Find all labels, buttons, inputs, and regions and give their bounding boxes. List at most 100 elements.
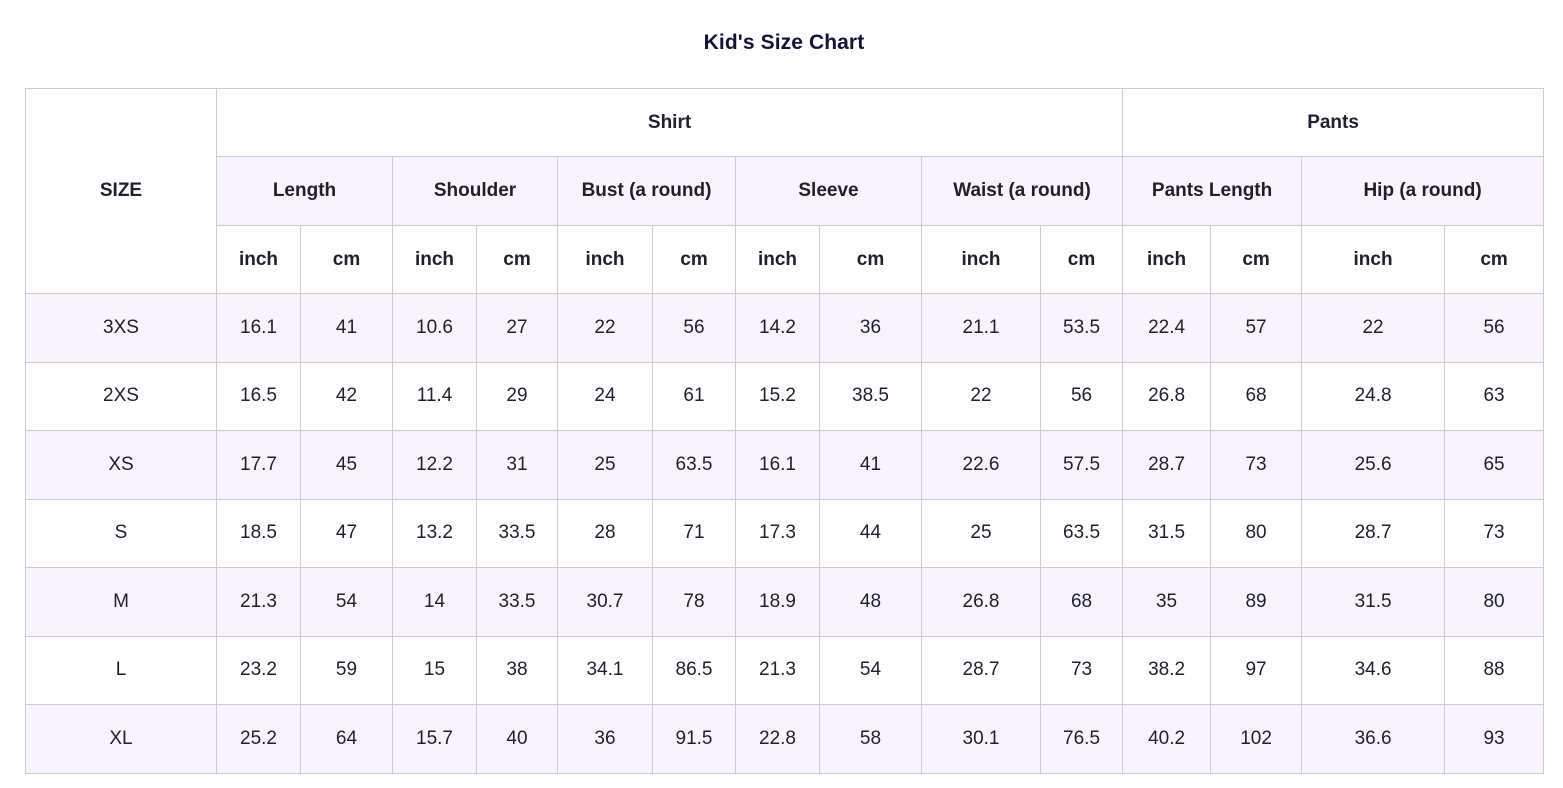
unit-header-row: inch cm inch cm inch cm inch cm inch cm … — [26, 225, 1545, 294]
measurement-cell: 17.3 — [735, 498, 820, 568]
measurement-cell: 15.7 — [392, 704, 477, 774]
measurement-cell: 12.2 — [392, 430, 477, 500]
measurement-cell: 61 — [652, 361, 736, 431]
measurement-cell: 80 — [1444, 567, 1545, 637]
measurement-cell: 15.2 — [735, 361, 820, 431]
measurement-cell: 78 — [652, 567, 736, 637]
measurement-cell: 54 — [819, 635, 922, 705]
measurement-cell: 29 — [476, 361, 558, 431]
unit-header: inch — [1301, 225, 1446, 294]
measurement-cell: 56 — [1444, 293, 1545, 363]
unit-header: cm — [1210, 225, 1303, 294]
size-chart-table: SIZE Shirt Pants Length Shoulder Bust (a… — [25, 88, 1545, 774]
size-cell: XS — [25, 430, 217, 500]
unit-header: inch — [921, 225, 1041, 294]
measurement-cell: 24.8 — [1301, 361, 1446, 431]
measurement-cell: 35 — [1122, 567, 1212, 637]
measurement-cell: 54 — [300, 567, 393, 637]
measurement-cell: 31.5 — [1122, 498, 1212, 568]
measurement-cell: 89 — [1210, 567, 1303, 637]
measurement-cell: 28 — [557, 498, 653, 568]
measurement-cell: 57.5 — [1039, 430, 1124, 500]
measurement-cell: 18.9 — [735, 567, 820, 637]
measurement-cell: 57 — [1210, 293, 1303, 363]
measurement-cell: 63.5 — [652, 430, 736, 500]
measurement-cell: 38.5 — [819, 361, 922, 431]
unit-header: inch — [557, 225, 653, 294]
table-row: 3XS 16.1 41 10.6 27 22 56 14.2 36 21.1 53.5 22.4 57 2… — [25, 293, 1545, 363]
measurement-cell: 40 — [476, 704, 558, 774]
measurement-cell: 30.7 — [557, 567, 653, 637]
measurement-cell: 25.2 — [216, 704, 301, 774]
measurement-cell: 22 — [557, 293, 653, 363]
measurement-cell: 10.6 — [392, 293, 477, 363]
measurement-cell: 71 — [652, 498, 736, 568]
group-header-shirt: Shirt — [215, 88, 1124, 157]
measurement-cell: 31.5 — [1301, 567, 1446, 637]
table-row: S 18.5 47 13.2 33.5 28 71 17.3 44 25 63.5 31.5 80 28.… — [25, 498, 1545, 568]
measurement-cell: 16.1 — [216, 293, 301, 363]
measurement-cell: 56 — [652, 293, 736, 363]
measurement-cell: 27 — [476, 293, 558, 363]
measurement-cell: 17.7 — [216, 430, 301, 500]
measurement-cell: 28.7 — [1122, 430, 1212, 500]
size-header: SIZE — [25, 88, 217, 294]
measurement-cell: 16.5 — [216, 361, 301, 431]
measurement-cell: 40.2 — [1122, 704, 1212, 774]
measurement-cell: 26.8 — [921, 567, 1041, 637]
measurement-cell: 16.1 — [735, 430, 820, 500]
measurement-cell: 25 — [557, 430, 653, 500]
measure-header-pants-length: Pants Length — [1122, 156, 1303, 226]
table-row: 2XS 16.5 42 11.4 29 24 61 15.2 38.5 22 56 26.8 68 24.… — [25, 361, 1545, 431]
unit-header: cm — [652, 225, 736, 294]
measurement-cell: 21.3 — [735, 635, 820, 705]
unit-header: cm — [1039, 225, 1124, 294]
size-rows: 3XS 16.1 41 10.6 27 22 56 14.2 36 21.1 53.5 22.4 57 2… — [25, 293, 1545, 774]
measurement-cell: 64 — [300, 704, 393, 774]
measurement-cell: 14 — [392, 567, 477, 637]
measurement-cell: 33.5 — [476, 498, 558, 568]
size-cell: M — [25, 567, 217, 637]
measurement-cell: 14.2 — [735, 293, 820, 363]
measurement-cell: 36 — [557, 704, 653, 774]
measure-header-sleeve: Sleeve — [735, 156, 922, 226]
unit-header: inch — [735, 225, 820, 294]
measurement-cell: 34.1 — [557, 635, 653, 705]
measurement-cell: 44 — [819, 498, 922, 568]
measurement-cell: 22.6 — [921, 430, 1041, 500]
table-row: XL 25.2 64 15.7 40 36 91.5 22.8 58 30.1 76.5 40.2 10… — [25, 704, 1545, 774]
measurement-cell: 26.8 — [1122, 361, 1212, 431]
measurement-cell: 18.5 — [216, 498, 301, 568]
measurement-cell: 63.5 — [1039, 498, 1124, 568]
measurement-cell: 31 — [476, 430, 558, 500]
measurement-cell: 45 — [300, 430, 393, 500]
unit-header: cm — [819, 225, 922, 294]
group-header-pants: Pants — [1122, 88, 1545, 157]
measurement-cell: 28.7 — [921, 635, 1041, 705]
measurement-cell: 22.4 — [1122, 293, 1212, 363]
measure-header-length: Length — [216, 156, 393, 226]
measurement-cell: 42 — [300, 361, 393, 431]
unit-header: cm — [476, 225, 558, 294]
measurement-cell: 59 — [300, 635, 393, 705]
measurement-cell: 23.2 — [216, 635, 301, 705]
measurement-cell: 22 — [1301, 293, 1446, 363]
unit-header: inch — [216, 225, 301, 294]
measurement-cell: 15 — [392, 635, 477, 705]
measurement-cell: 22 — [921, 361, 1041, 431]
measure-header-shoulder: Shoulder — [392, 156, 558, 226]
measurement-cell: 38.2 — [1122, 635, 1212, 705]
measurement-cell: 41 — [819, 430, 922, 500]
measurement-cell: 56 — [1039, 361, 1124, 431]
page-title: Kid's Size Chart — [703, 31, 865, 54]
measurement-cell: 53.5 — [1039, 293, 1124, 363]
measurement-cell: 65 — [1444, 430, 1545, 500]
measurement-cell: 28.7 — [1301, 498, 1446, 568]
measurement-cell: 88 — [1444, 635, 1545, 705]
measurement-cell: 33.5 — [476, 567, 558, 637]
measurement-cell: 73 — [1039, 635, 1124, 705]
measurement-cell: 47 — [300, 498, 393, 568]
measurement-cell: 11.4 — [392, 361, 477, 431]
measurement-cell: 13.2 — [392, 498, 477, 568]
measurement-cell: 22.8 — [735, 704, 820, 774]
